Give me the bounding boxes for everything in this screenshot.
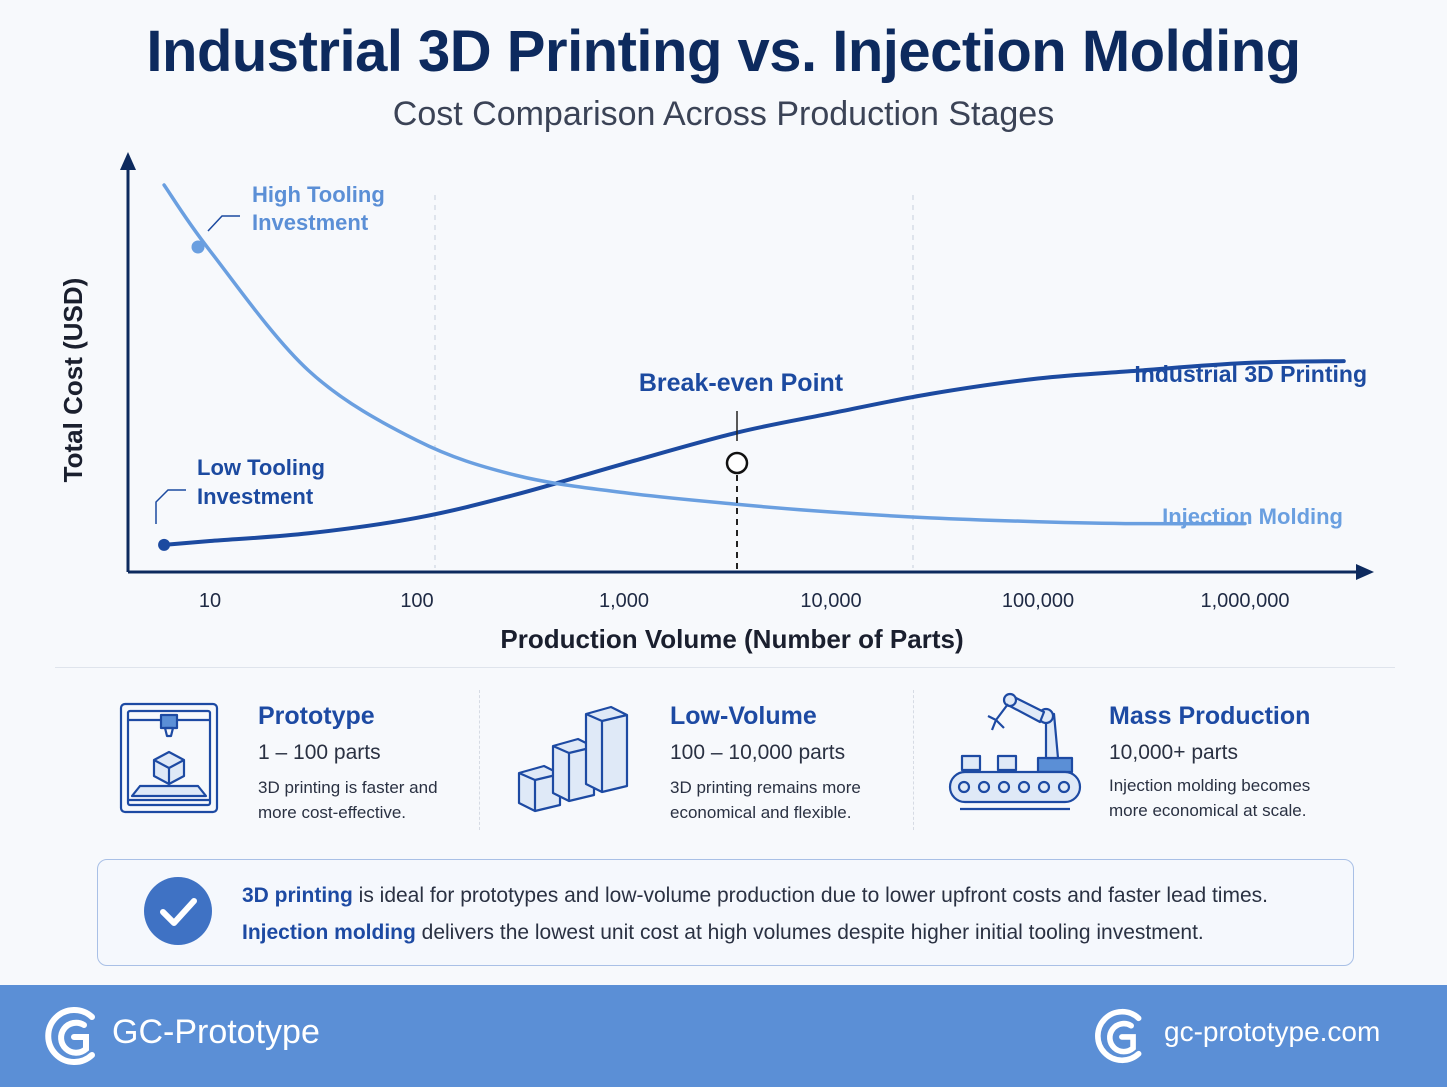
checkmark-icon — [144, 877, 212, 945]
stage-separator — [913, 690, 914, 830]
cubes-icon — [517, 705, 629, 813]
y-axis-label: Total Cost (USD) — [58, 278, 88, 483]
stage-description: 3D printing remains more economical and … — [670, 778, 861, 822]
3d-printer-icon — [119, 702, 219, 814]
x-tick-label: 10 — [199, 590, 221, 612]
stage-mass-production: Mass Production 10,000+ parts Injection … — [946, 690, 1346, 840]
stage-title: Low-Volume — [670, 702, 817, 730]
robot-arm-conveyor-icon — [948, 692, 1082, 811]
y-axis-arrow — [120, 152, 136, 170]
x-tick-label: 100,000 — [1002, 590, 1074, 612]
stage-title: Prototype — [258, 702, 375, 730]
cost-chart: High Tooling Investment Low Tooling Investm… — [58, 152, 1374, 654]
stage-range: 10,000+ parts — [1109, 741, 1239, 764]
x-axis-label: Production Volume (Number of Parts) — [500, 624, 963, 654]
annotation-low-tooling: Low Tooling Investment — [197, 455, 325, 509]
summary-callout: 3D printing is ideal for prototypes and … — [97, 859, 1354, 966]
page-subtitle: Cost Comparison Across Production Stages — [392, 95, 1055, 133]
annotation-break-even: Break-even Point — [639, 369, 844, 397]
stage-description: 3D printing is faster and more cost-effe… — [258, 778, 438, 822]
stage-prototype: Prototype 1 – 100 parts 3D printing is f… — [118, 690, 478, 840]
series-line-injection-molding — [162, 183, 1247, 526]
callout-text-2: delivers the lowest unit cost at high vo… — [415, 921, 1204, 944]
tick-labels: 10 100 1,000 10,000 100,000 1,000,000 — [199, 590, 1290, 612]
stage-range: 100 – 10,000 parts — [670, 741, 846, 764]
gc-logo-icon — [1095, 1009, 1142, 1063]
annotation-line: Investment — [197, 484, 314, 509]
stage-description: Injection molding becomes more economica… — [1109, 776, 1311, 820]
callout-term-3d-printing: 3D printing — [242, 884, 353, 907]
high-tooling-marker — [191, 240, 205, 254]
stage-gridlines — [434, 195, 914, 568]
section-divider — [55, 667, 1395, 668]
annotation-line: Investment — [252, 210, 369, 235]
annotation-high-tooling: High Tooling Investment — [252, 182, 385, 235]
x-tick-label: 1,000 — [599, 590, 649, 612]
callout-line-1: 3D printing is ideal for prototypes and … — [242, 884, 1268, 908]
gc-logo-icon — [45, 1007, 95, 1065]
callout-text-1: is ideal for prototypes and low-volume p… — [352, 884, 1268, 907]
annotations-layer: High Tooling Investment Low Tooling Investm… — [155, 182, 1367, 572]
stage-low-volume: Low-Volume 100 – 10,000 parts 3D printin… — [516, 690, 896, 840]
x-tick-label: 10,000 — [800, 590, 861, 612]
start-point-3d-printing — [158, 538, 171, 551]
page-title: Industrial 3D Printing vs. Injection Mol… — [146, 19, 1301, 84]
footer-bar: GC-Prototype gc-prototype.com — [0, 985, 1447, 1087]
callout-term-injection-molding: Injection molding — [242, 921, 416, 944]
annotation-line: High Tooling — [252, 182, 385, 207]
high-tooling-leader — [207, 215, 240, 232]
stage-range: 1 – 100 parts — [258, 741, 381, 764]
footer-brand: GC-Prototype — [112, 1013, 320, 1051]
series-label-injection-molding: Injection Molding — [1162, 504, 1343, 529]
low-tooling-leader — [155, 489, 186, 524]
break-even-marker — [725, 451, 749, 475]
stage-title: Mass Production — [1109, 702, 1311, 730]
callout-line-2: Injection molding delivers the lowest un… — [242, 921, 1204, 945]
annotation-line: Low Tooling — [197, 455, 325, 480]
series-label-3d-printing: Industrial 3D Printing — [1134, 361, 1367, 387]
footer-website-link[interactable]: gc-prototype.com — [1164, 1016, 1381, 1047]
x-tick-label: 1,000,000 — [1201, 590, 1290, 612]
x-tick-label: 100 — [400, 590, 433, 612]
x-axis-arrow — [1356, 564, 1374, 580]
stage-separator — [479, 690, 480, 830]
chart-axes — [120, 152, 1374, 580]
